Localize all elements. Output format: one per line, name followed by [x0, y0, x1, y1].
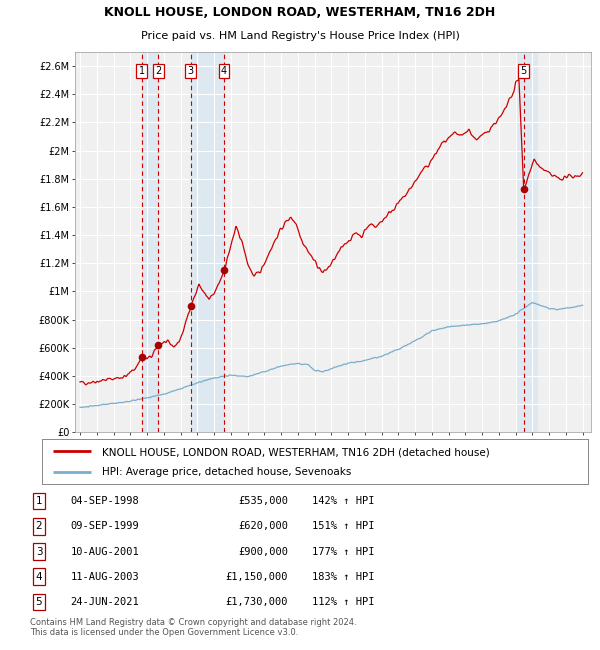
Text: 1: 1 [35, 497, 43, 506]
Text: KNOLL HOUSE, LONDON ROAD, WESTERHAM, TN16 2DH: KNOLL HOUSE, LONDON ROAD, WESTERHAM, TN1… [104, 6, 496, 20]
Text: 151% ↑ HPI: 151% ↑ HPI [312, 521, 374, 532]
Text: 183% ↑ HPI: 183% ↑ HPI [312, 571, 374, 582]
Text: £900,000: £900,000 [238, 547, 288, 556]
Text: 5: 5 [521, 66, 527, 76]
Text: 11-AUG-2003: 11-AUG-2003 [71, 571, 139, 582]
Text: 4: 4 [35, 571, 43, 582]
Text: 142% ↑ HPI: 142% ↑ HPI [312, 497, 374, 506]
Bar [515, 52, 538, 432]
Text: 24-JUN-2021: 24-JUN-2021 [71, 597, 139, 606]
Text: £620,000: £620,000 [238, 521, 288, 532]
Text: 3: 3 [35, 547, 43, 556]
Text: Price paid vs. HM Land Registry's House Price Index (HPI): Price paid vs. HM Land Registry's House … [140, 31, 460, 41]
Text: KNOLL HOUSE, LONDON ROAD, WESTERHAM, TN16 2DH (detached house): KNOLL HOUSE, LONDON ROAD, WESTERHAM, TN1… [102, 447, 490, 458]
Text: 09-SEP-1999: 09-SEP-1999 [71, 521, 139, 532]
Text: HPI: Average price, detached house, Sevenoaks: HPI: Average price, detached house, Seve… [102, 467, 352, 477]
Text: 112% ↑ HPI: 112% ↑ HPI [312, 597, 374, 606]
Text: 10-AUG-2001: 10-AUG-2001 [71, 547, 139, 556]
Text: Contains HM Land Registry data © Crown copyright and database right 2024.
This d: Contains HM Land Registry data © Crown c… [30, 618, 356, 637]
Text: 5: 5 [35, 597, 43, 606]
Text: £1,150,000: £1,150,000 [226, 571, 288, 582]
Text: 2: 2 [35, 521, 43, 532]
Text: 177% ↑ HPI: 177% ↑ HPI [312, 547, 374, 556]
Text: 3: 3 [188, 66, 194, 76]
Bar [191, 52, 224, 432]
Text: 04-SEP-1998: 04-SEP-1998 [71, 497, 139, 506]
Text: £535,000: £535,000 [238, 497, 288, 506]
Text: 2: 2 [155, 66, 161, 76]
Text: 1: 1 [139, 66, 145, 76]
Text: 4: 4 [221, 66, 227, 76]
Text: £1,730,000: £1,730,000 [226, 597, 288, 606]
Bar [142, 52, 158, 432]
